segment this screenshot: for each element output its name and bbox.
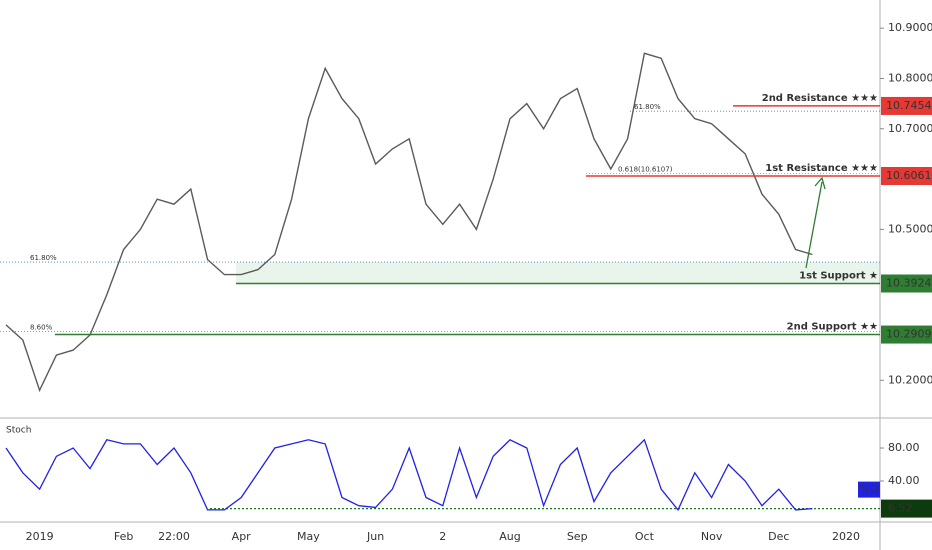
support-zone bbox=[236, 262, 880, 284]
x-tick-label: 2 bbox=[439, 530, 446, 543]
stoch-value-box bbox=[881, 499, 932, 518]
level-price-label: 10.3924 bbox=[886, 276, 932, 289]
x-tick-label: 2019 bbox=[26, 530, 54, 543]
y-tick-label: 10.5000 bbox=[888, 222, 932, 235]
stoch-label: %D bbox=[860, 483, 879, 496]
x-tick-label: Apr bbox=[232, 530, 252, 543]
price-line bbox=[5, 52, 813, 393]
x-tick-label: 22:00 bbox=[158, 530, 190, 543]
stoch-line bbox=[5, 438, 813, 512]
y-tick-label: 40.00 bbox=[888, 474, 920, 487]
fib-label: 61.80% bbox=[634, 103, 661, 111]
y-tick-label: 10.9000 bbox=[888, 21, 932, 34]
level-label: 1st Support ★ bbox=[799, 270, 878, 281]
level-price-label: 10.2909 bbox=[886, 328, 932, 341]
arrow-head bbox=[814, 176, 826, 190]
x-tick-label: Dec bbox=[768, 530, 789, 543]
level-price-box bbox=[881, 325, 932, 344]
level-price-box bbox=[881, 96, 932, 115]
x-tick-label: Aug bbox=[499, 530, 520, 543]
y-tick-label: 10.2000 bbox=[888, 373, 932, 386]
x-tick-label: May bbox=[297, 530, 320, 543]
level-label: 2nd Resistance ★★★ bbox=[762, 93, 878, 104]
y-tick-label: 80.00 bbox=[888, 441, 920, 454]
level-price-label: 10.6061 bbox=[886, 169, 932, 182]
level-price-label: 10.7454 bbox=[886, 99, 932, 112]
stoch-title: Stoch bbox=[6, 426, 31, 436]
stoch-value-label: 6.52 bbox=[888, 502, 913, 515]
level-label: 1st Resistance ★★★ bbox=[765, 163, 878, 174]
stoch-label-box bbox=[858, 481, 880, 498]
y-tick-label: 10.7000 bbox=[888, 122, 932, 135]
x-tick-label: Nov bbox=[701, 530, 723, 543]
level-price-box bbox=[881, 167, 932, 186]
level-label: 2nd Support ★★ bbox=[787, 322, 878, 333]
x-tick-label: Sep bbox=[567, 530, 588, 543]
x-tick-label: Feb bbox=[114, 530, 133, 543]
x-tick-label: Oct bbox=[635, 530, 655, 543]
x-tick-label: 2020 bbox=[832, 530, 860, 543]
y-tick-label: 10.8000 bbox=[888, 71, 932, 84]
fib-label: 8.60% bbox=[30, 323, 53, 331]
x-tick-label: Jun bbox=[366, 530, 384, 543]
fib-label: 61.80% bbox=[30, 254, 57, 262]
level-price-box bbox=[881, 274, 932, 293]
fib-label: 0.618(10.6107) bbox=[618, 166, 673, 174]
